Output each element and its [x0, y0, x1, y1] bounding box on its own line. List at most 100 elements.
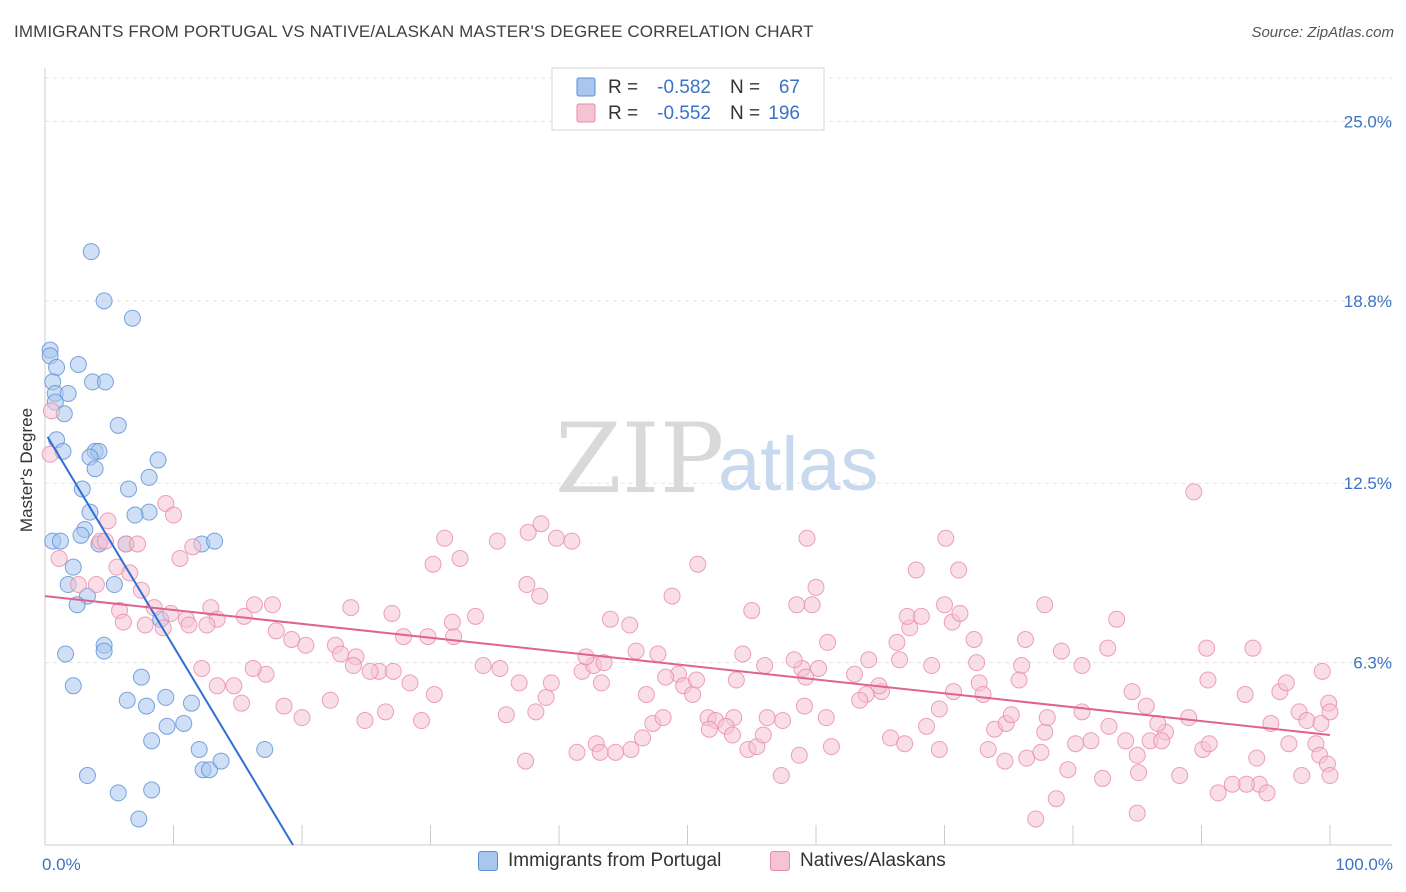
- point-natives: [1073, 657, 1091, 675]
- legend-label-portugal: Immigrants from Portugal: [508, 850, 722, 871]
- point-natives: [774, 712, 792, 730]
- point-natives: [1010, 671, 1028, 689]
- point-natives: [1052, 642, 1070, 660]
- point-natives: [69, 576, 87, 594]
- point-natives: [591, 743, 609, 761]
- point-portugal: [212, 752, 230, 770]
- point-natives: [918, 717, 936, 735]
- point-natives: [1128, 746, 1146, 764]
- point-natives: [297, 636, 315, 654]
- point-natives: [497, 706, 515, 724]
- point-natives: [1258, 784, 1276, 802]
- point-natives: [537, 688, 555, 706]
- point-portugal: [182, 694, 200, 712]
- point-natives: [950, 561, 968, 579]
- watermark: ZIP atlas: [555, 403, 879, 515]
- point-natives: [951, 604, 969, 622]
- point-natives: [136, 616, 154, 634]
- point-portugal: [78, 767, 96, 785]
- point-natives: [1312, 714, 1330, 732]
- point-portugal: [96, 373, 114, 391]
- point-natives: [1117, 732, 1135, 750]
- point-portugal: [256, 740, 274, 758]
- legend-swatch-portugal: [478, 851, 498, 871]
- point-portugal: [143, 781, 161, 799]
- point-natives: [634, 729, 652, 747]
- point-natives: [1067, 735, 1085, 753]
- point-portugal: [123, 309, 141, 327]
- point-natives: [790, 746, 808, 764]
- point-natives: [342, 599, 360, 617]
- point-portugal: [109, 416, 127, 434]
- point-natives: [488, 532, 506, 550]
- point-natives: [377, 703, 395, 721]
- point-natives: [1108, 610, 1126, 628]
- point-natives: [1047, 790, 1065, 808]
- point-natives: [87, 576, 105, 594]
- point-natives: [898, 607, 916, 625]
- point-natives: [1293, 767, 1311, 785]
- point-natives: [1130, 764, 1148, 782]
- point-natives: [162, 604, 180, 622]
- point-natives: [50, 549, 68, 567]
- point-natives: [1002, 706, 1020, 724]
- point-natives: [1321, 703, 1339, 721]
- point-natives: [684, 685, 702, 703]
- point-natives: [974, 685, 992, 703]
- point-natives: [1223, 775, 1241, 793]
- point-portugal: [206, 532, 224, 550]
- point-natives: [723, 726, 741, 744]
- point-portugal: [190, 740, 208, 758]
- point-natives: [896, 735, 914, 753]
- point-natives: [1032, 743, 1050, 761]
- point-natives: [267, 622, 285, 640]
- point-natives: [1123, 683, 1141, 701]
- point-natives: [1013, 657, 1031, 675]
- point-natives: [772, 767, 790, 785]
- point-portugal: [95, 642, 113, 660]
- point-natives: [184, 538, 202, 556]
- legend-stat-swatch: [576, 77, 596, 97]
- point-natives: [979, 740, 997, 758]
- x-tick-label: 100.0%: [1335, 855, 1393, 874]
- point-natives: [689, 555, 707, 573]
- point-natives: [547, 529, 565, 547]
- trend-line-natives: [44, 595, 1331, 737]
- point-natives: [563, 532, 581, 550]
- point-natives: [637, 685, 655, 703]
- point-portugal: [64, 558, 82, 576]
- point-natives: [798, 529, 816, 547]
- point-natives: [930, 700, 948, 718]
- point-portugal: [120, 480, 138, 498]
- point-natives: [1038, 709, 1056, 727]
- point-natives: [607, 743, 625, 761]
- point-natives: [1094, 769, 1112, 787]
- legend-item-portugal: Immigrants from Portugal: [478, 850, 721, 872]
- point-natives: [443, 613, 461, 631]
- point-natives: [1237, 775, 1255, 793]
- point-natives: [1027, 810, 1045, 828]
- point-natives: [996, 752, 1014, 770]
- point-natives: [621, 616, 639, 634]
- point-portugal: [51, 532, 69, 550]
- point-natives: [785, 651, 803, 669]
- point-natives: [244, 659, 262, 677]
- point-natives: [1198, 639, 1216, 657]
- point-natives: [592, 674, 610, 692]
- data-points: [41, 243, 1339, 828]
- point-natives: [622, 740, 640, 758]
- point-portugal: [138, 697, 156, 715]
- point-portugal: [48, 358, 66, 376]
- point-natives: [1171, 767, 1189, 785]
- point-natives: [1313, 662, 1331, 680]
- point-portugal: [59, 384, 77, 402]
- trend-line-portugal: [46, 436, 294, 846]
- point-natives: [518, 576, 536, 594]
- point-natives: [577, 648, 595, 666]
- point-natives: [923, 657, 941, 675]
- legend-stat-swatch: [576, 103, 596, 123]
- point-natives: [1236, 685, 1254, 703]
- point-natives: [519, 523, 537, 541]
- point-natives: [466, 607, 484, 625]
